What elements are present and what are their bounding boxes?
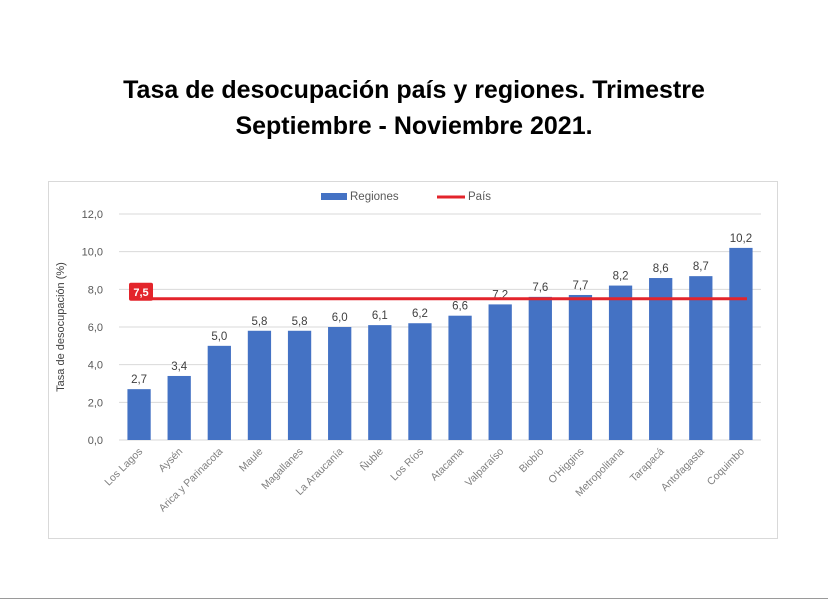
bar <box>368 325 392 440</box>
y-tick-label: 8,0 <box>88 284 103 296</box>
bar-value-label: 10,2 <box>730 233 752 245</box>
bar-value-label: 6,1 <box>372 310 388 322</box>
bar-value-label: 6,0 <box>332 312 348 324</box>
bar <box>568 294 593 440</box>
pais-value-label: 7,5 <box>133 287 148 299</box>
y-tick-label: 6,0 <box>88 322 103 334</box>
bar <box>608 285 633 440</box>
x-tick-label: Biobío <box>517 446 547 476</box>
y-tick-label: 10,0 <box>82 247 103 259</box>
page-title: Tasa de desocupación país y regiones. Tr… <box>0 72 828 144</box>
x-tick-label: Ñuble <box>357 445 386 474</box>
x-tick-label: Maule <box>237 446 266 475</box>
y-tick-label: 12,0 <box>82 209 103 221</box>
bar <box>408 323 432 440</box>
bar-value-label: 7,6 <box>532 282 548 294</box>
y-tick-label: 2,0 <box>88 397 103 409</box>
bottom-divider <box>0 598 828 599</box>
bar <box>127 389 151 440</box>
bar <box>247 330 272 440</box>
bar-value-label: 7,7 <box>572 280 588 292</box>
bar <box>448 315 472 440</box>
bar-value-label: 8,7 <box>693 261 709 273</box>
page-title-line-1: Tasa de desocupación país y regiones. Tr… <box>123 76 705 104</box>
bar-value-label: 2,7 <box>131 374 147 386</box>
x-tick-label: Los Lagos <box>102 446 145 489</box>
y-tick-label: 4,0 <box>88 360 103 372</box>
y-tick-label: 0,0 <box>88 435 103 447</box>
bar-value-label: 6,2 <box>412 308 428 320</box>
bar-value-label: 5,8 <box>292 316 308 328</box>
bar <box>528 296 552 440</box>
x-tick-label: Valparaíso <box>463 446 507 490</box>
unemployment-bar-chart: 0,0 2,0 4,0 6,0 8,0 10,0 12,0 Tasa de desocupac… <box>55 191 761 514</box>
x-tick-label: Atacama <box>428 446 466 484</box>
bar-value-label: 5,8 <box>251 316 267 328</box>
x-tick-label: Aysén <box>156 446 185 475</box>
bar-value-label: 5,0 <box>211 331 227 343</box>
bar <box>207 345 231 440</box>
legend-swatch-regiones <box>321 193 347 200</box>
x-tick-label: Antofagasta <box>659 446 707 494</box>
legend-label-pais: País <box>468 191 491 203</box>
bar-value-label: 3,4 <box>171 361 188 373</box>
bar-value-label: 8,6 <box>653 263 669 275</box>
x-tick-label: Tarapacá <box>628 446 667 485</box>
bar <box>689 276 713 440</box>
x-tick-label: Los Ríos <box>388 446 426 484</box>
bar <box>167 375 191 440</box>
bar <box>328 327 352 440</box>
x-tick-label: Coquimbo <box>705 446 747 488</box>
chart-frame: 0,0 2,0 4,0 6,0 8,0 10,0 12,0 Tasa de desocupac… <box>48 181 778 539</box>
bar <box>729 247 753 440</box>
y-axis-title: Tasa de desocupación (%) <box>55 262 67 392</box>
bar-value-label: 6,6 <box>452 301 468 313</box>
bar-value-label: 8,2 <box>613 271 629 283</box>
page-title-line-2: Septiembre - Noviembre 2021. <box>235 112 593 140</box>
pais-value-badge <box>129 282 153 301</box>
bar <box>488 304 512 440</box>
legend-label-regiones: Regiones <box>350 191 399 203</box>
bar <box>287 330 312 440</box>
x-tick-label: O'Higgins <box>546 446 586 486</box>
bar <box>649 278 673 440</box>
